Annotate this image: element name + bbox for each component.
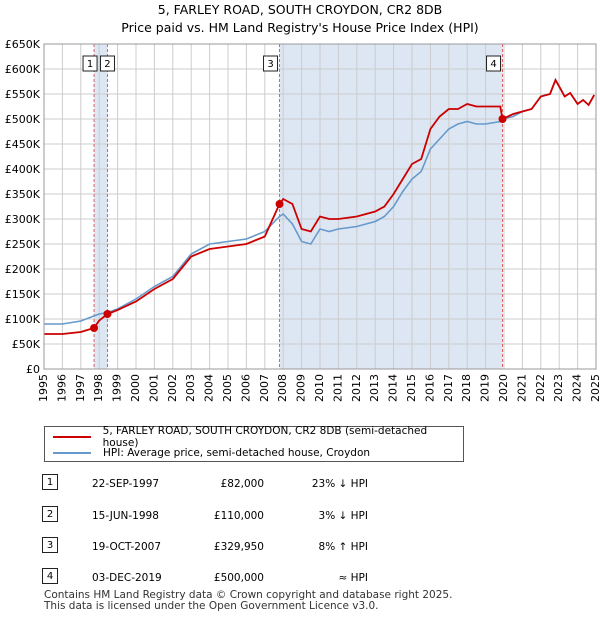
x-tick-label: 1995	[37, 374, 50, 402]
x-tick-label: 1999	[111, 374, 124, 402]
transaction-point	[275, 200, 284, 209]
chart-title: 5, FARLEY ROAD, SOUTH CROYDON, CR2 8DB	[157, 2, 443, 17]
x-tick-label: 2019	[479, 374, 492, 402]
sale-period-shade	[279, 44, 503, 369]
transaction-marker-label: 4	[490, 59, 496, 70]
y-tick-label: £200K	[5, 263, 41, 276]
legend-swatch-hpi	[53, 452, 91, 454]
plot-border	[43, 43, 597, 370]
legend: 5, FARLEY ROAD, SOUTH CROYDON, CR2 8DB (…	[44, 425, 464, 462]
legend-swatch-price	[53, 436, 91, 438]
tx-date: 03-DEC-2019	[92, 572, 162, 584]
footer-copyright: Contains HM Land Registry data © Crown c…	[44, 589, 453, 601]
transaction-marker-box	[486, 55, 502, 72]
legend-item-price: 5, FARLEY ROAD, SOUTH CROYDON, CR2 8DB (…	[53, 425, 463, 449]
x-tick-label: 2012	[350, 374, 363, 402]
x-tick-label: 2014	[387, 374, 400, 402]
x-tick-label: 2001	[147, 374, 160, 402]
x-tick-label: 2004	[203, 374, 216, 402]
x-tick-label: 1997	[74, 374, 87, 402]
y-tick-label: £0	[26, 363, 40, 376]
x-tick-label: 2018	[460, 374, 473, 402]
tx-date: 15-JUN-1998	[92, 510, 159, 522]
y-tick-label: £500K	[5, 113, 41, 126]
tx-marker: 3	[42, 537, 58, 553]
transaction-marker-label: 2	[104, 59, 110, 70]
tx-marker: 2	[42, 506, 58, 522]
legend-item-hpi: HPI: Average price, semi-detached house,…	[53, 446, 370, 460]
x-tick-label: 2020	[497, 374, 510, 402]
tx-marker: 1	[42, 474, 58, 490]
x-tick-label: 2023	[552, 374, 565, 402]
y-tick-label: £350K	[5, 188, 41, 201]
y-tick-label: £100K	[5, 313, 41, 326]
legend-label-price: 5, FARLEY ROAD, SOUTH CROYDON, CR2 8DB (…	[102, 425, 428, 449]
tx-hpi: ≈ HPI	[338, 572, 368, 584]
y-tick-label: £650K	[5, 38, 41, 51]
transaction-marker-label: 3	[267, 59, 273, 70]
transaction-point	[103, 310, 112, 318]
tx-price: £82,000	[220, 478, 264, 490]
y-tick-label: £600K	[5, 63, 41, 76]
x-tick-label: 2011	[331, 374, 344, 402]
footer-licence: This data is licensed under the Open Gov…	[44, 600, 379, 612]
x-tick-label: 2025	[589, 374, 600, 402]
tx-hpi: 8% ↑ HPI	[318, 541, 368, 553]
x-tick-label: 2000	[129, 374, 142, 402]
tx-date: 22-SEP-1997	[92, 478, 160, 490]
table-row: 2 15-JUN-1998 £110,000 3% ↓ HPI	[0, 506, 420, 528]
tx-date: 19-OCT-2007	[92, 541, 161, 553]
transaction-marker-box	[82, 55, 98, 72]
x-tick-label: 2016	[423, 374, 436, 402]
x-tick-label: 2015	[405, 374, 418, 402]
transaction-point	[90, 324, 99, 332]
y-tick-label: £150K	[5, 288, 41, 301]
table-row: 3 19-OCT-2007 £329,950 8% ↑ HPI	[0, 537, 420, 559]
x-tick-label: 2022	[534, 374, 547, 402]
transactions-table: 1 22-SEP-1997 £82,000 23% ↓ HPI 2 15-JUN…	[0, 474, 420, 584]
transaction-point	[498, 115, 507, 123]
legend-label-hpi: HPI: Average price, semi-detached house,…	[103, 447, 371, 459]
x-tick-label: 2024	[571, 374, 584, 402]
y-tick-label: £300K	[5, 213, 41, 226]
x-tick-label: 2002	[166, 374, 179, 402]
y-tick-label: £250K	[5, 238, 41, 251]
x-tick-label: 2021	[515, 374, 528, 402]
x-tick-label: 2013	[368, 374, 381, 402]
y-tick-label: £550K	[5, 88, 41, 101]
footer: Contains HM Land Registry data © Crown c…	[44, 590, 452, 612]
tx-price: £329,950	[213, 541, 264, 553]
tx-price: £500,000	[213, 572, 264, 584]
y-tick-label: £450K	[5, 138, 41, 151]
tx-marker: 4	[42, 568, 58, 584]
x-tick-label: 2008	[276, 374, 289, 402]
x-tick-label: 2017	[442, 374, 455, 402]
x-tick-label: 2006	[239, 374, 252, 402]
transaction-marker-label: 1	[87, 59, 93, 70]
tx-hpi: 3% ↓ HPI	[318, 510, 368, 522]
x-tick-label: 2005	[221, 374, 234, 402]
x-tick-label: 2003	[184, 374, 197, 402]
transaction-marker-box	[99, 55, 115, 72]
sale-period-shade	[94, 44, 108, 369]
x-tick-label: 1996	[55, 374, 68, 402]
x-tick-label: 2010	[313, 374, 326, 402]
price-series-line	[44, 77, 595, 335]
table-row: 4 03-DEC-2019 £500,000 ≈ HPI	[0, 568, 420, 590]
x-tick-label: 2007	[258, 374, 271, 402]
transaction-marker-box	[263, 55, 279, 72]
tx-hpi: 23% ↓ HPI	[311, 478, 368, 490]
tx-price: £110,000	[213, 510, 264, 522]
x-tick-label: 1998	[92, 374, 105, 402]
y-tick-label: £50K	[12, 338, 41, 351]
price-chart: £0 £50K £100K £150K £200K £250K £300K £350K £400…	[5, 38, 600, 402]
chart-subtitle: Price paid vs. HM Land Registry's House …	[121, 20, 479, 35]
y-tick-label: £400K	[5, 163, 41, 176]
x-tick-label: 2009	[295, 374, 308, 402]
table-row: 1 22-SEP-1997 £82,000 23% ↓ HPI	[0, 474, 420, 496]
